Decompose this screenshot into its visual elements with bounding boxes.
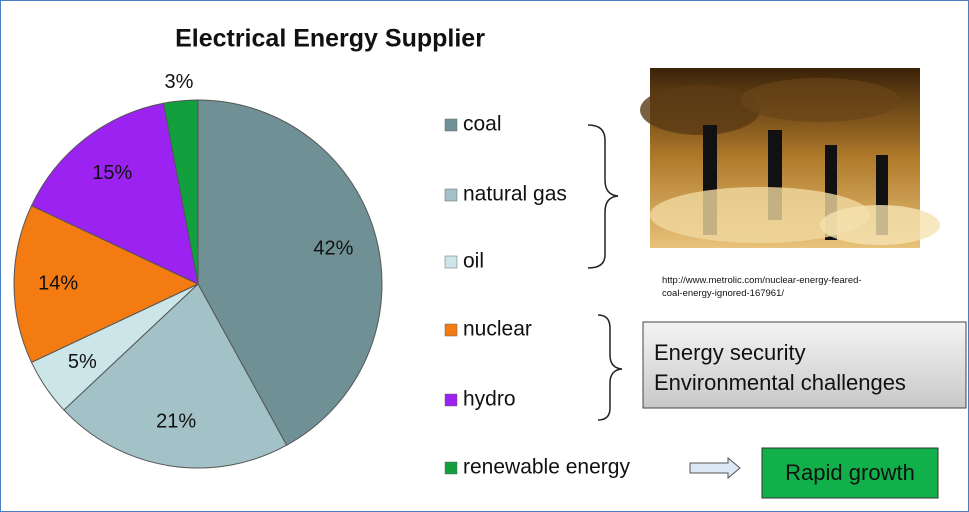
chart-title: Electrical Energy Supplier	[175, 25, 485, 53]
data-label: 5%	[68, 351, 97, 373]
legend-swatch	[444, 323, 458, 337]
legend-swatch	[444, 255, 458, 269]
data-label: 21%	[156, 410, 196, 432]
pie-slice	[30, 102, 199, 285]
legend-label: renewable energy	[463, 456, 630, 479]
legend-swatch	[444, 188, 458, 202]
pie-slice	[162, 99, 199, 285]
note: Energy security	[654, 340, 806, 365]
legend-swatch	[444, 393, 458, 407]
data-label: 42%	[313, 238, 353, 260]
legend-label: coal	[463, 113, 502, 136]
arrow	[689, 456, 741, 480]
legend-label: oil	[463, 250, 484, 273]
brace	[597, 314, 623, 421]
legend-label: natural gas	[463, 183, 567, 206]
data-label: 15%	[92, 162, 132, 184]
highlight-box	[761, 447, 939, 499]
legend-label: hydro	[463, 388, 516, 411]
pie-slice	[197, 99, 383, 446]
pie-slice	[63, 283, 288, 469]
note-box	[642, 321, 967, 409]
highlight: Rapid growth	[785, 460, 915, 485]
image-caption-1: http://www.metrolic.com/nuclear-energy-f…	[662, 275, 862, 299]
data-label: 14%	[38, 272, 78, 294]
legend-swatch	[444, 461, 458, 475]
legend-swatch	[444, 118, 458, 132]
note: Environmental challenges	[654, 370, 906, 395]
data-label: 3%	[165, 71, 194, 93]
photo	[640, 68, 940, 248]
pie-slice	[13, 204, 200, 364]
brace	[587, 124, 619, 269]
legend-label: nuclear	[463, 318, 532, 341]
